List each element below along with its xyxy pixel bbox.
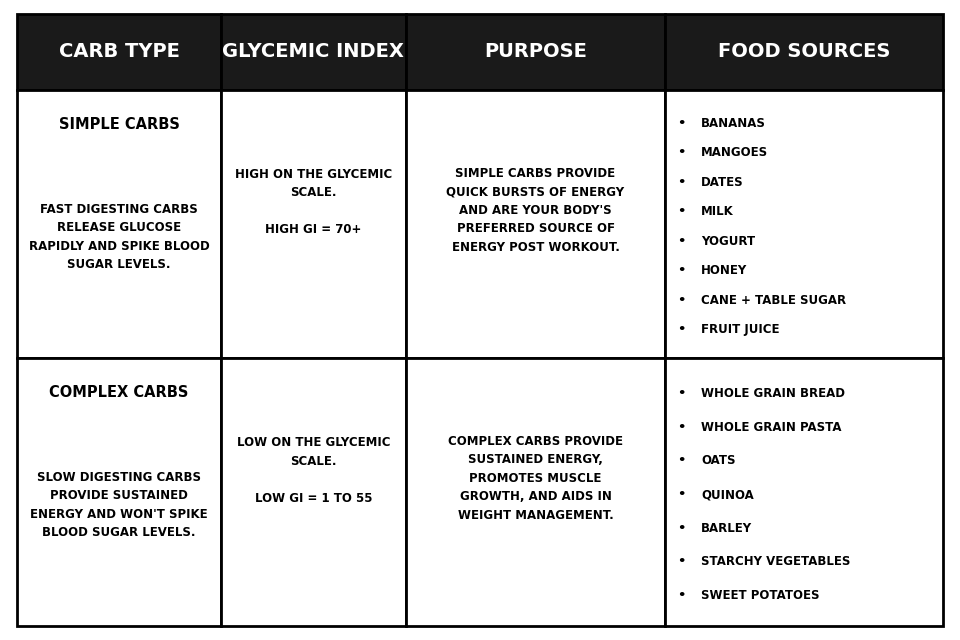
- Text: •: •: [678, 175, 686, 189]
- Text: •: •: [678, 522, 686, 535]
- Text: •: •: [678, 387, 686, 400]
- Text: SIMPLE CARBS PROVIDE
QUICK BURSTS OF ENERGY
AND ARE YOUR BODY'S
PREFERRED SOURCE: SIMPLE CARBS PROVIDE QUICK BURSTS OF ENE…: [446, 167, 625, 254]
- Text: FRUIT JUICE: FRUIT JUICE: [701, 323, 780, 336]
- Text: LOW ON THE GLYCEMIC
SCALE.

LOW GI = 1 TO 55: LOW ON THE GLYCEMIC SCALE. LOW GI = 1 TO…: [237, 436, 390, 504]
- Text: •: •: [678, 294, 686, 307]
- Text: FAST DIGESTING CARBS
RELEASE GLUCOSE
RAPIDLY AND SPIKE BLOOD
SUGAR LEVELS.: FAST DIGESTING CARBS RELEASE GLUCOSE RAP…: [29, 203, 209, 271]
- Text: SLOW DIGESTING CARBS
PROVIDE SUSTAINED
ENERGY AND WON'T SPIKE
BLOOD SUGAR LEVELS: SLOW DIGESTING CARBS PROVIDE SUSTAINED E…: [31, 471, 208, 540]
- Text: GLYCEMIC INDEX: GLYCEMIC INDEX: [223, 42, 404, 61]
- Text: SIMPLE CARBS: SIMPLE CARBS: [59, 117, 180, 132]
- Text: BARLEY: BARLEY: [701, 522, 753, 535]
- Text: •: •: [678, 454, 686, 467]
- Bar: [406, 90, 665, 358]
- Text: •: •: [678, 205, 686, 218]
- Text: FOOD SOURCES: FOOD SOURCES: [718, 42, 890, 61]
- Bar: [406, 14, 665, 90]
- Bar: [221, 14, 406, 90]
- Bar: [221, 358, 406, 626]
- Bar: [17, 90, 221, 358]
- Text: DATES: DATES: [701, 175, 744, 189]
- Text: COMPLEX CARBS: COMPLEX CARBS: [49, 385, 189, 400]
- Text: •: •: [678, 323, 686, 336]
- Text: QUINOA: QUINOA: [701, 488, 754, 501]
- Text: •: •: [678, 264, 686, 277]
- Text: HIGH ON THE GLYCEMIC
SCALE.

HIGH GI = 70+: HIGH ON THE GLYCEMIC SCALE. HIGH GI = 70…: [235, 168, 392, 236]
- Text: •: •: [678, 116, 686, 130]
- Bar: [665, 14, 943, 90]
- Text: •: •: [678, 556, 686, 568]
- Text: WHOLE GRAIN PASTA: WHOLE GRAIN PASTA: [701, 420, 842, 433]
- Text: •: •: [678, 589, 686, 602]
- Text: BANANAS: BANANAS: [701, 116, 766, 130]
- Bar: [665, 90, 943, 358]
- Text: STARCHY VEGETABLES: STARCHY VEGETABLES: [701, 556, 851, 568]
- Text: CANE + TABLE SUGAR: CANE + TABLE SUGAR: [701, 294, 847, 307]
- Text: YOGURT: YOGURT: [701, 235, 756, 248]
- Text: •: •: [678, 420, 686, 433]
- Bar: [665, 358, 943, 626]
- Bar: [17, 14, 221, 90]
- Text: SWEET POTATOES: SWEET POTATOES: [701, 589, 820, 602]
- Bar: [406, 358, 665, 626]
- Text: CARB TYPE: CARB TYPE: [59, 42, 180, 61]
- Text: MANGOES: MANGOES: [701, 146, 768, 159]
- Bar: [221, 90, 406, 358]
- Text: COMPLEX CARBS PROVIDE
SUSTAINED ENERGY,
PROMOTES MUSCLE
GROWTH, AND AIDS IN
WEIG: COMPLEX CARBS PROVIDE SUSTAINED ENERGY, …: [448, 435, 623, 522]
- Text: OATS: OATS: [701, 454, 735, 467]
- Text: PURPOSE: PURPOSE: [484, 42, 587, 61]
- Text: •: •: [678, 146, 686, 159]
- Text: •: •: [678, 488, 686, 501]
- Bar: [17, 358, 221, 626]
- Text: WHOLE GRAIN BREAD: WHOLE GRAIN BREAD: [701, 387, 845, 400]
- Text: MILK: MILK: [701, 205, 734, 218]
- Text: HONEY: HONEY: [701, 264, 748, 277]
- Text: •: •: [678, 235, 686, 248]
